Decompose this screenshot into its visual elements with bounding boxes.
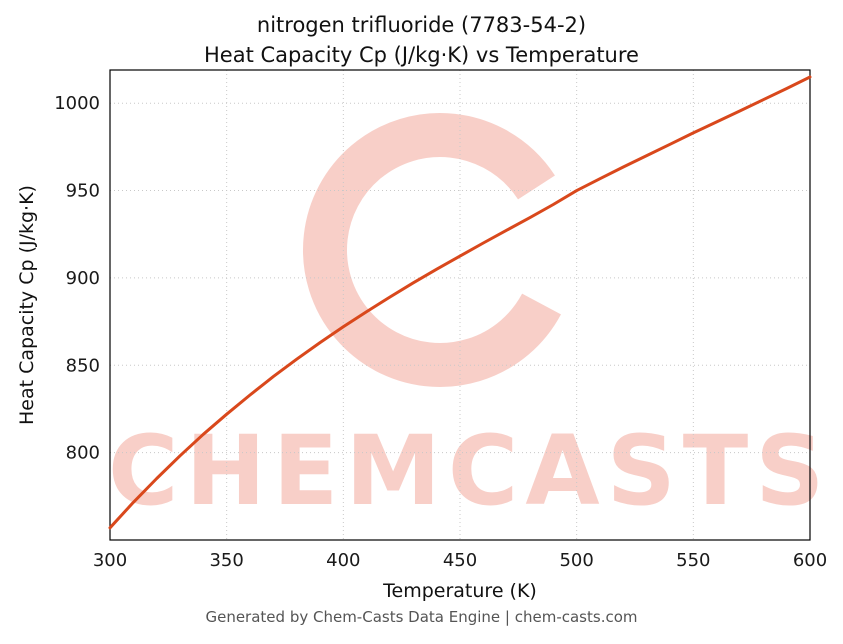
chart-title-line2: Heat Capacity Cp (J/kg·K) vs Temperature — [204, 43, 639, 67]
chart-title-line1: nitrogen trifluoride (7783-54-2) — [256, 13, 587, 37]
x-tick-label: 450 — [443, 550, 477, 571]
cp-curve — [108, 75, 812, 530]
y-tick-label: 950 — [66, 181, 100, 202]
x-tick-label: 550 — [676, 550, 710, 571]
x-tick-label: 600 — [793, 550, 827, 571]
x-tick-label: 400 — [326, 550, 360, 571]
y-tick-label: 1000 — [54, 93, 100, 114]
footer-caption: Generated by Chem-Casts Data Engine | ch… — [205, 608, 638, 626]
x-tick-label: 350 — [209, 550, 243, 571]
x-tick-label: 500 — [559, 550, 593, 571]
y-tick-label: 800 — [66, 443, 100, 464]
plot-border — [109, 69, 811, 541]
watermark-text: CHEMCASTS — [108, 415, 832, 527]
x-tick-label: 300 — [93, 550, 127, 571]
x-axis-label: Temperature (K) — [383, 580, 537, 602]
y-tick-label: 850 — [66, 355, 100, 376]
y-tick-label: 900 — [66, 268, 100, 289]
